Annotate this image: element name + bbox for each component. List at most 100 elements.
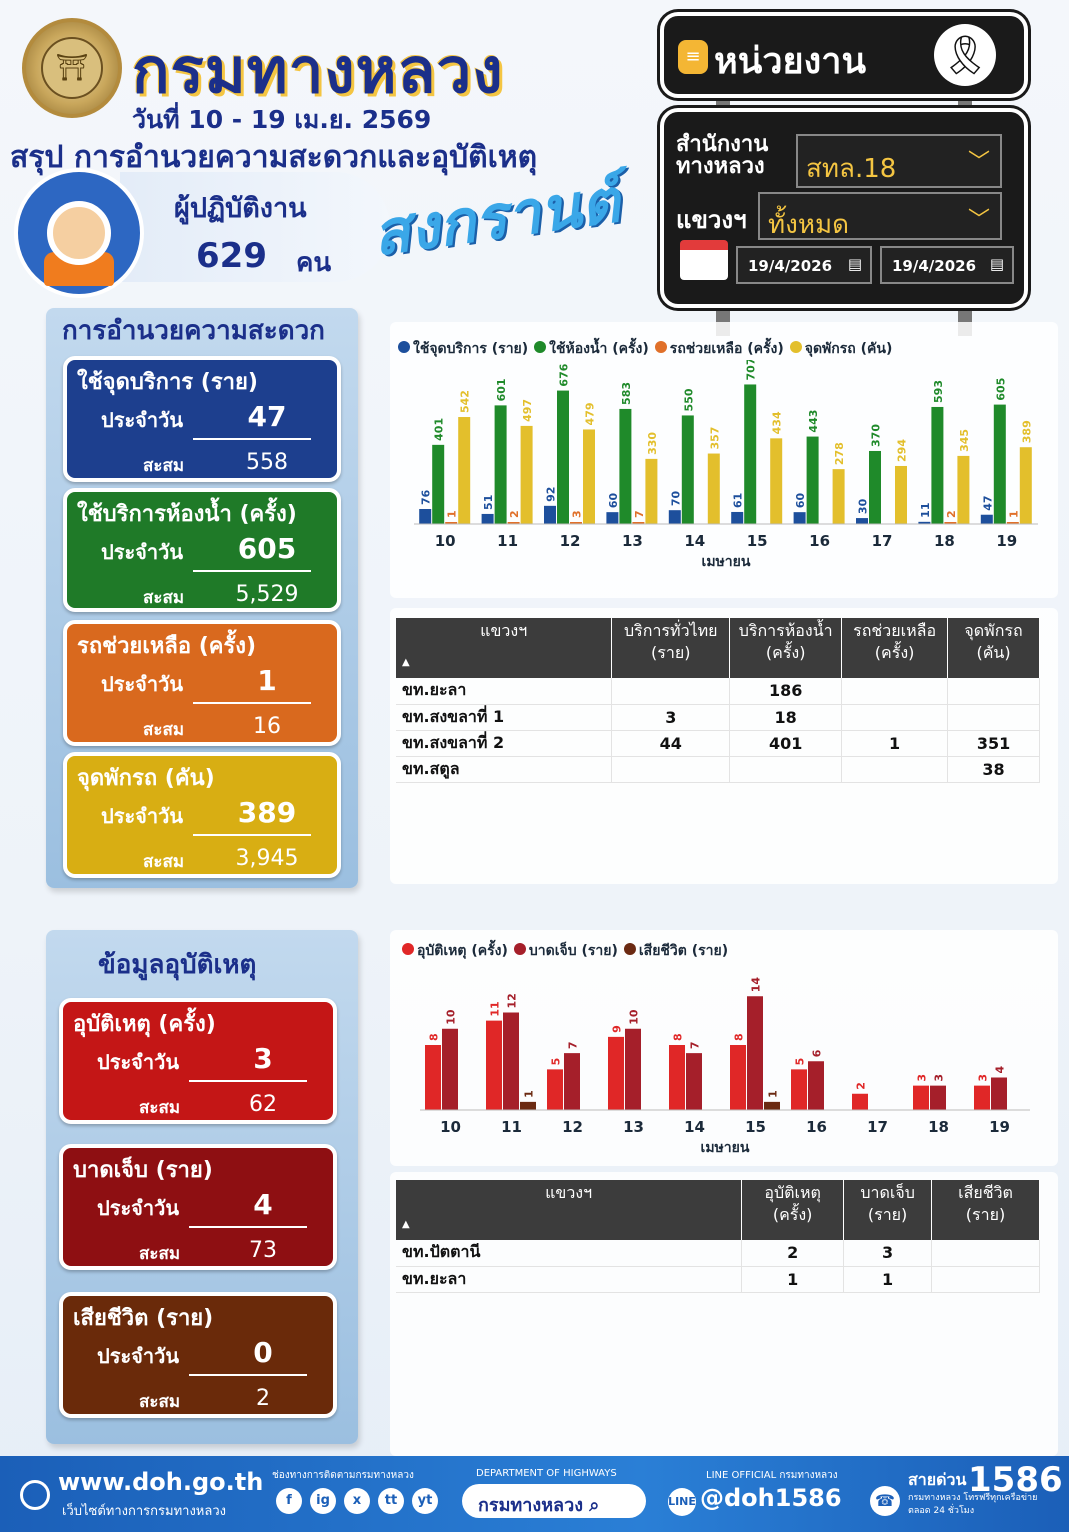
table-row[interactable]: ขท.สงขลาที่ 1 3 18	[396, 704, 1040, 731]
bar	[931, 406, 944, 524]
daily-label: ประจำวัน	[101, 540, 184, 564]
data-label: 8	[672, 1033, 685, 1041]
value-cell: 38	[947, 756, 1040, 783]
divider	[189, 1226, 307, 1228]
bar	[744, 384, 757, 524]
sort-up-icon[interactable]: ▲	[402, 1219, 410, 1230]
total-value: 558	[246, 450, 288, 475]
facility-section-title: การอำนวยความสะดวก	[62, 316, 325, 346]
district-cell: ขท.สงขลาที่ 2	[396, 730, 613, 757]
column-header[interactable]: อุบัติเหตุ (ครั้ง)	[741, 1180, 845, 1240]
instagram-icon[interactable]: ig	[310, 1488, 336, 1514]
fatality-card: เสียชีวิต (ราย) ประจำวัน 0 สะสม 2	[59, 1292, 337, 1418]
data-label: 14	[750, 977, 763, 993]
date-from-input[interactable]: 19/4/2026 ▤	[736, 246, 872, 284]
data-label: 3	[571, 510, 584, 518]
youtube-icon[interactable]: yt	[412, 1488, 438, 1514]
worker-label: ผู้ปฏิบัติงาน	[174, 193, 307, 224]
data-label: 3	[916, 1074, 929, 1082]
bar	[425, 1045, 441, 1110]
column-header[interactable]: จุดพักรถ (คัน)	[947, 618, 1040, 678]
facebook-icon[interactable]: f	[276, 1488, 302, 1514]
column-header[interactable]: เสียชีวิต (ราย)	[931, 1180, 1040, 1240]
tiktok-icon[interactable]: tt	[378, 1488, 404, 1514]
data-label: 2	[945, 510, 958, 518]
data-label: 7	[633, 510, 646, 518]
column-header[interactable]: แขวงฯ ▲	[396, 1180, 743, 1240]
data-label: 389	[1020, 420, 1033, 443]
bar	[564, 1053, 580, 1110]
search-button[interactable]: กรมทางหลวง ⌕	[462, 1484, 646, 1518]
x-tick-label: 19	[996, 532, 1017, 550]
card-title: ใช้บริการห้องน้ำ (ครั้ง)	[77, 502, 297, 527]
legend-item[interactable]: ใช้ห้องน้ำ (ครั้ง)	[534, 338, 649, 360]
table-row[interactable]: ขท.สงขลาที่ 2 44 401 1 351	[396, 730, 1040, 757]
website-link[interactable]: www.doh.go.th	[58, 1468, 264, 1496]
table-row[interactable]: ขท.ปัตตานี 2 3	[396, 1240, 1040, 1267]
legend-item[interactable]: จุดพักรถ (คัน)	[789, 338, 893, 360]
x-tick-label: 18	[928, 1118, 949, 1136]
line-id[interactable]: @doh1586	[700, 1484, 842, 1512]
line-icon[interactable]: LINE	[668, 1488, 696, 1516]
legend-swatch	[402, 943, 414, 955]
column-header[interactable]: แขวงฯ ▲	[396, 618, 613, 678]
sort-up-icon[interactable]: ▲	[402, 657, 410, 668]
date-to-input[interactable]: 19/4/2026 ▤	[880, 246, 1014, 284]
data-label: 401	[433, 418, 446, 441]
bar	[520, 425, 533, 524]
column-header[interactable]: บริการห้องน้ำ (ครั้ง)	[729, 618, 843, 678]
bar	[806, 436, 819, 524]
data-label: 278	[833, 442, 846, 465]
legend-item[interactable]: รถช่วยเหลือ (ครั้ง)	[654, 338, 784, 360]
column-header[interactable]: บาดเจ็บ (ราย)	[843, 1180, 933, 1240]
legend-item[interactable]: เสียชีวิต (ราย)	[623, 940, 728, 962]
table-row[interactable]: ขท.ยะลา 186	[396, 678, 1040, 705]
mourning-ribbon-icon: 🎗	[934, 24, 996, 86]
legend-item[interactable]: อุบัติเหตุ (ครั้ง)	[402, 940, 508, 962]
data-label: 7	[567, 1041, 580, 1049]
hotline-number[interactable]: 1586	[968, 1460, 1063, 1500]
bar	[895, 465, 907, 524]
total-label: สะสม	[139, 1392, 181, 1412]
district-select[interactable]: ทั้งหมด ﹀	[758, 192, 1002, 240]
x-axis-label: เมษายน	[702, 554, 751, 570]
x-tick-label: 11	[497, 532, 518, 550]
x-tick-label: 18	[934, 532, 955, 550]
legend-swatch	[623, 943, 636, 955]
legend-label: จุดพักรถ (คัน)	[804, 341, 893, 357]
bar	[793, 512, 806, 524]
table-row[interactable]: ขท.สตูล 38	[396, 756, 1040, 783]
legend-swatch	[534, 341, 547, 353]
summary-title: สรุป การอำนวยความสะดวกและอุบัติเหตุ	[10, 140, 538, 175]
database-icon: ≡	[678, 40, 708, 74]
hotline-caption: กรมทางหลวง โทรฟรีทุกเครือข่าย ตลอด 24 ชั…	[908, 1493, 1038, 1516]
data-label: 542	[459, 390, 472, 413]
bar	[980, 514, 993, 524]
office-select[interactable]: สทล.18 ﹀	[796, 134, 1002, 188]
value-cell	[841, 678, 949, 705]
column-header[interactable]: รถช่วยเหลือ (ครั้ง)	[841, 618, 949, 678]
data-label: 497	[521, 399, 534, 422]
data-label: 1	[446, 510, 459, 518]
bar	[764, 1101, 780, 1110]
hotline-label: สายด่วน	[908, 1470, 967, 1489]
legend-swatch	[789, 341, 802, 353]
bar	[481, 513, 494, 524]
x-twitter-icon[interactable]: x	[344, 1488, 370, 1514]
accident-chart-legend: อุบัติเหตุ (ครั้ง) บาดเจ็บ (ราย) เสียชีวิต…	[402, 940, 728, 962]
data-label: 550	[682, 388, 695, 411]
data-label: 30	[857, 498, 870, 514]
legend-swatch	[398, 341, 410, 353]
x-tick-label: 14	[684, 1118, 705, 1136]
total-value: 3,945	[235, 846, 299, 871]
bar	[544, 505, 556, 524]
legend-item[interactable]: บาดเจ็บ (ราย)	[513, 940, 618, 962]
column-header[interactable]: บริการทั่วไทย (ราย)	[611, 618, 731, 678]
legend-item[interactable]: ใช้จุดบริการ (ราย)	[398, 338, 528, 360]
data-label: 1	[767, 1090, 780, 1098]
daily-value: 1	[257, 664, 277, 697]
legend-swatch	[513, 943, 526, 955]
daily-value: 605	[237, 532, 297, 565]
table-row[interactable]: ขท.ยะลา 1 1	[396, 1266, 1040, 1293]
